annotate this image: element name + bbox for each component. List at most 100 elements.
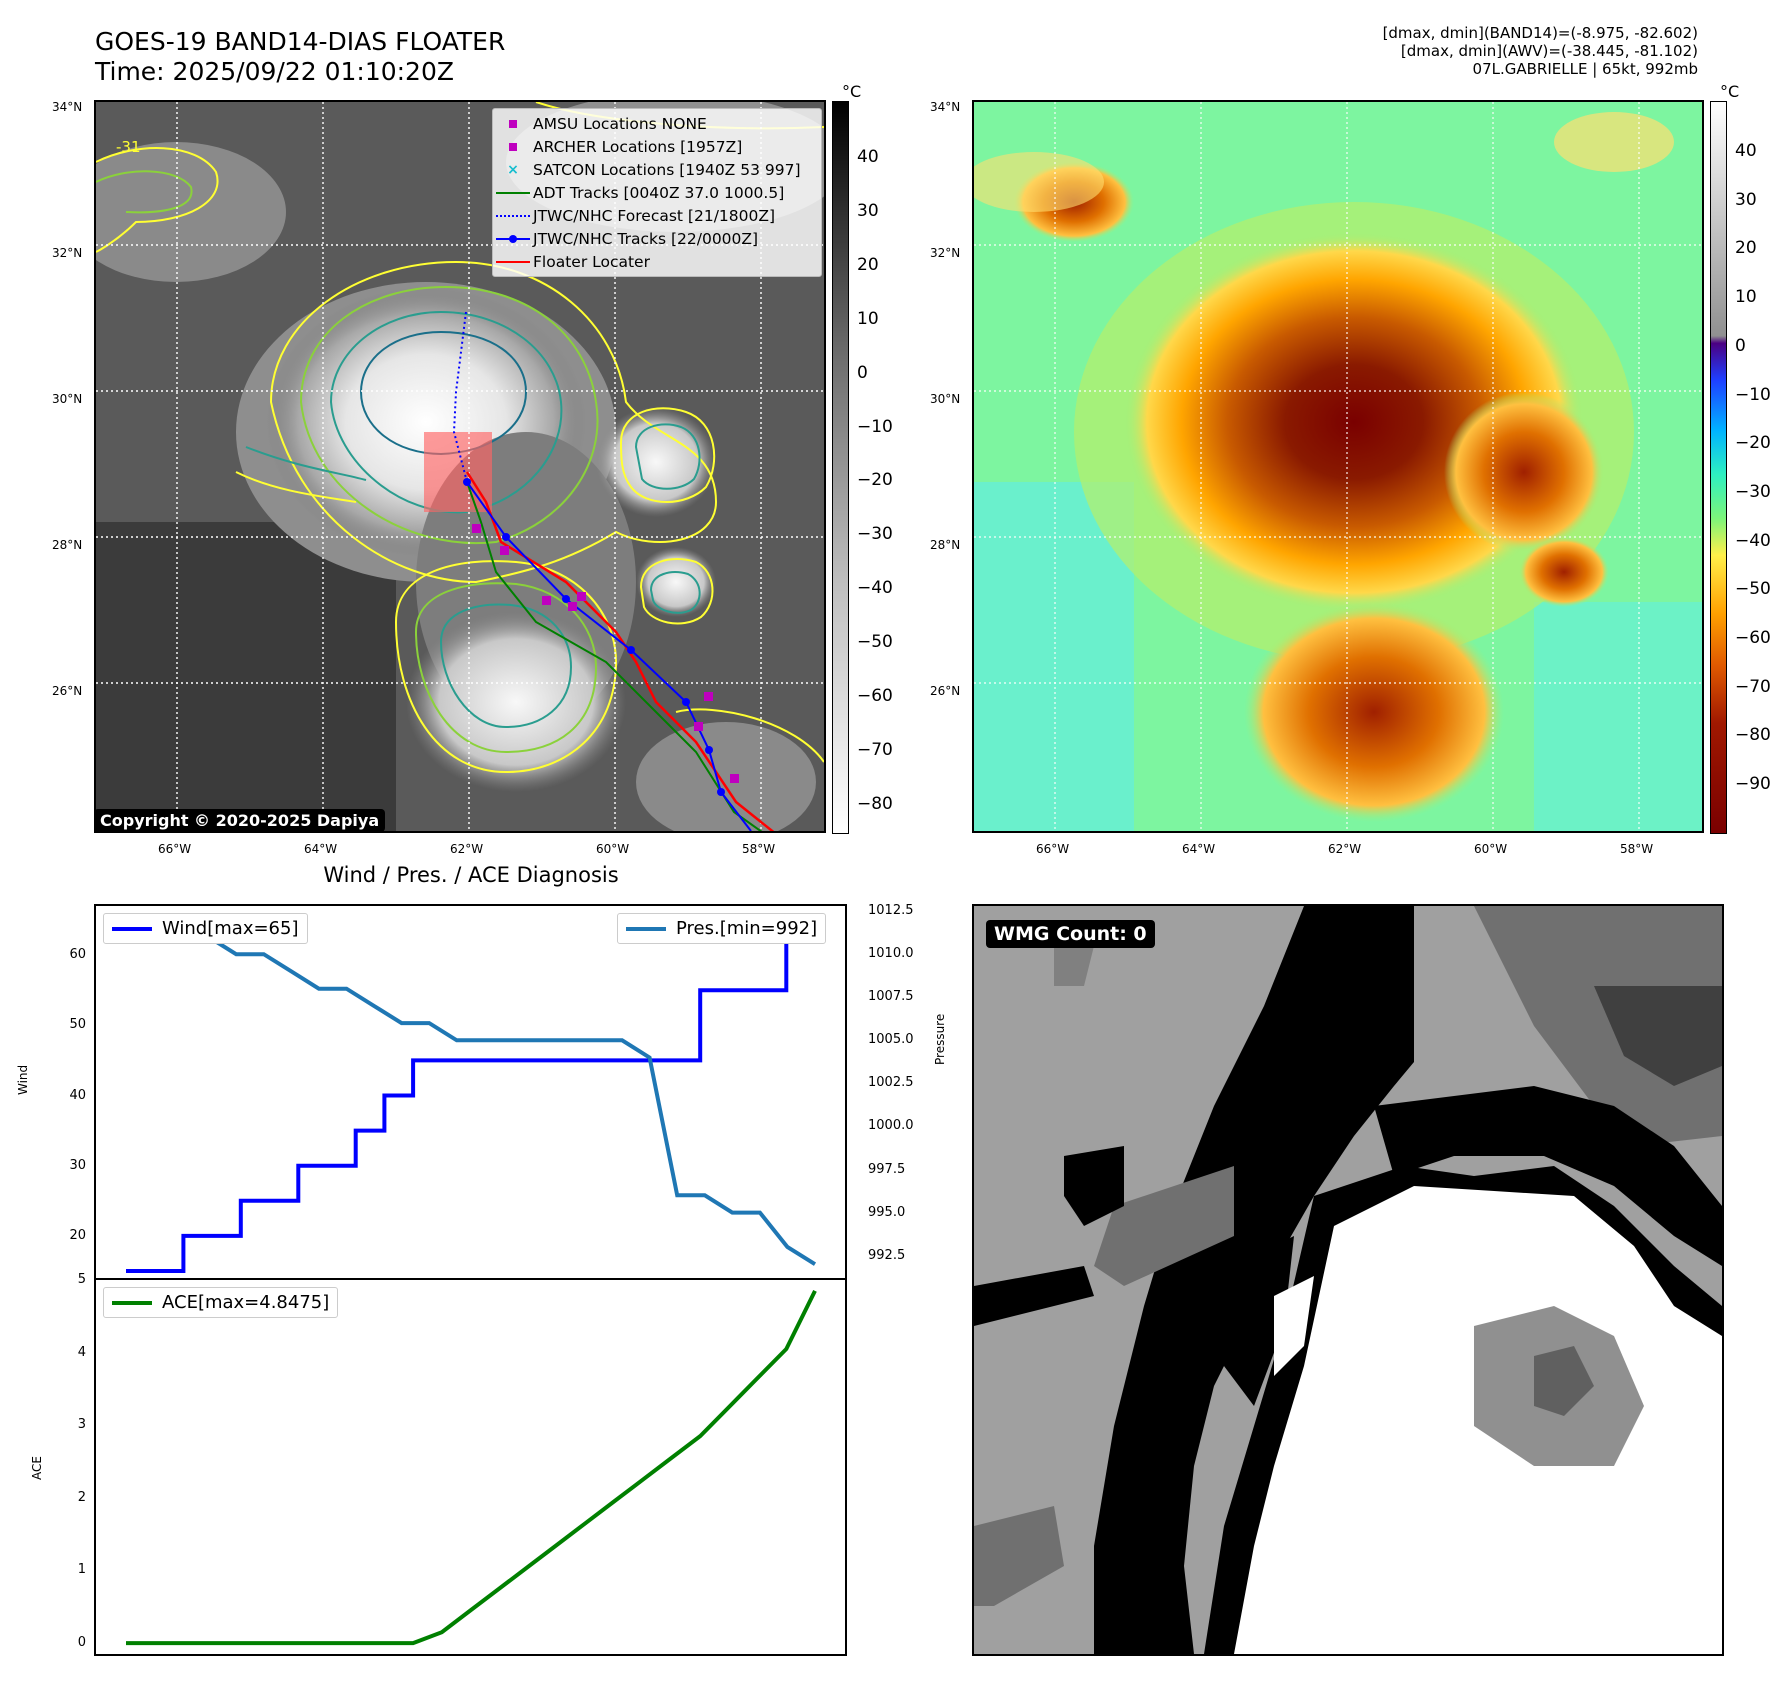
wind-series-line [126, 918, 815, 1273]
wmg-count-badge: WMG Count: 0 [986, 920, 1155, 948]
lat-tick: 26°N [52, 684, 83, 698]
pressure-legend-label: Pres.[min=992] [676, 918, 818, 939]
axis-tick-label: 1012.5 [868, 903, 914, 919]
legend-swatch-icon [493, 191, 533, 194]
colorbar-tick-label: −10 [1735, 384, 1771, 405]
legend-swatch-icon: × [507, 161, 519, 178]
colorbar-tick-label: 0 [857, 362, 868, 383]
axis-tick-label: 0 [77, 1635, 86, 1651]
colorbar-tick-label: 10 [857, 308, 879, 329]
pressure-legend: Pres.[min=992] [617, 913, 827, 944]
wind-legend-line [112, 926, 152, 931]
contour-label: -31 [116, 138, 141, 156]
lat-tick: 32°N [52, 246, 83, 260]
map-legend-label: ARCHER Locations [1957Z] [533, 137, 743, 156]
map-legend-label: JTWC/NHC Tracks [22/0000Z] [533, 229, 759, 248]
axis-tick-label: 60 [69, 947, 86, 963]
ir-map-image: -31 [96, 102, 824, 831]
colorbar-tick-label: −40 [857, 578, 893, 599]
lon-tick: 66°W [1036, 842, 1070, 856]
axis-tick-label: 2 [77, 1489, 86, 1505]
pressure-legend-line [626, 926, 666, 931]
colorbar-tick-label: −90 [1735, 774, 1771, 795]
wmg-panel: WMG Count: 0 [972, 904, 1724, 1656]
diagnosis-title: Wind / Pres. / ACE Diagnosis [323, 863, 619, 887]
lat-tick: 32°N [930, 246, 961, 260]
wmg-image [974, 906, 1722, 1654]
map-legend-item: Floater Locater [493, 250, 821, 273]
lon-tick: 58°W [742, 842, 776, 856]
colorbar-tick-label: −20 [857, 470, 893, 491]
map-legend-item: JTWC/NHC Tracks [22/0000Z] [493, 227, 821, 250]
colorbar-tick-label: 10 [1735, 287, 1757, 308]
colorbar-tick-label: 30 [1735, 189, 1757, 210]
axis-tick-label: 1002.5 [868, 1075, 914, 1091]
title-line-2: Time: 2025/09/22 01:10:20Z [95, 57, 454, 86]
ace-legend: ACE[max=4.8475] [103, 1287, 339, 1318]
axis-tick-label: 1005.0 [868, 1032, 914, 1048]
color-map-panel [972, 100, 1704, 833]
pressure-series-line [126, 917, 817, 1266]
wind-axis-label: Wind [16, 1064, 30, 1095]
lat-tick: 28°N [930, 538, 961, 552]
ace-legend-line [112, 1300, 152, 1305]
lon-tick: 60°W [1474, 842, 1508, 856]
axis-tick-label: 3 [77, 1417, 86, 1433]
colorbar-tick-label: −60 [1735, 628, 1771, 648]
legend-swatch-icon [493, 142, 533, 151]
map-legend-label: JTWC/NHC Forecast [21/1800Z] [533, 206, 776, 225]
map-legend-item: ADT Tracks [0040Z 37.0 1000.5] [493, 181, 821, 204]
ace-series-line [126, 1290, 817, 1646]
lat-tick: 30°N [930, 392, 961, 406]
colorbar-tick-label: 40 [1735, 141, 1757, 161]
lon-tick: 64°W [1182, 842, 1216, 856]
lat-tick: 30°N [52, 392, 83, 406]
lat-tick: 34°N [52, 100, 83, 114]
axis-tick-label: 30 [69, 1157, 86, 1173]
colorbar-tick-label: 20 [1735, 238, 1757, 259]
pressure-axis-label: Pressure [933, 1013, 947, 1065]
color-colorbar-unit: °C [1720, 82, 1740, 101]
colorbar-tick-label: −40 [1735, 530, 1771, 551]
axis-tick-label: 1000.0 [868, 1118, 914, 1134]
color-colorbar [1710, 101, 1727, 834]
gray-colorbar-unit: °C [842, 82, 862, 101]
legend-swatch-icon [493, 234, 533, 243]
colorbar-tick-label: −30 [857, 524, 893, 545]
lon-tick: 60°W [596, 842, 630, 856]
lon-tick: 58°W [1620, 842, 1654, 856]
axis-tick-label: 20 [69, 1227, 86, 1243]
axis-tick-label: 50 [69, 1017, 86, 1033]
axis-tick-label: 1 [77, 1562, 86, 1578]
axis-tick-label: 1010.0 [868, 946, 914, 962]
map-legend-label: Floater Locater [533, 252, 650, 271]
axis-tick-label: 40 [69, 1087, 86, 1103]
map-legend-label: ADT Tracks [0040Z 37.0 1000.5] [533, 183, 785, 202]
colorbar-tick-label: −80 [857, 793, 893, 814]
wind-legend: Wind[max=65] [103, 913, 308, 944]
colorbar-tick-label: 0 [1735, 335, 1746, 356]
colorbar-tick-label: −70 [857, 739, 893, 760]
legend-swatch-icon [493, 260, 533, 263]
axis-tick-label: 5 [77, 1272, 86, 1287]
map-legend-label: SATCON Locations [1940Z 53 997] [533, 160, 801, 179]
ir-map-panel: -31 Copyright © 2020-2025 Dapiya [94, 100, 826, 833]
ace-legend-label: ACE[max=4.8475] [162, 1292, 330, 1313]
colorbar-tick-label: −10 [857, 416, 893, 437]
copyright-badge: Copyright © 2020-2025 Dapiya [96, 809, 386, 831]
colorbar-tick-label: 20 [857, 254, 879, 275]
lon-tick: 62°W [1328, 842, 1362, 856]
wind-pressure-plot [126, 917, 817, 1273]
info-line-2: [dmax, dmin](AWV)=(-38.445, -81.102) [1400, 42, 1698, 60]
map-legend-label: AMSU Locations NONE [533, 114, 707, 133]
wind-legend-label: Wind[max=65] [162, 918, 299, 939]
axis-tick-label: 997.5 [868, 1161, 906, 1177]
colorbar-tick-label: −60 [857, 686, 893, 706]
colorbar-tick-label: −30 [1735, 481, 1771, 502]
legend-swatch-icon [493, 119, 533, 128]
colorbar-tick-label: −80 [1735, 725, 1771, 746]
lon-tick: 66°W [158, 842, 192, 856]
color-map-image [974, 102, 1702, 831]
lat-tick: 34°N [930, 100, 961, 114]
lat-tick: 26°N [930, 684, 961, 698]
